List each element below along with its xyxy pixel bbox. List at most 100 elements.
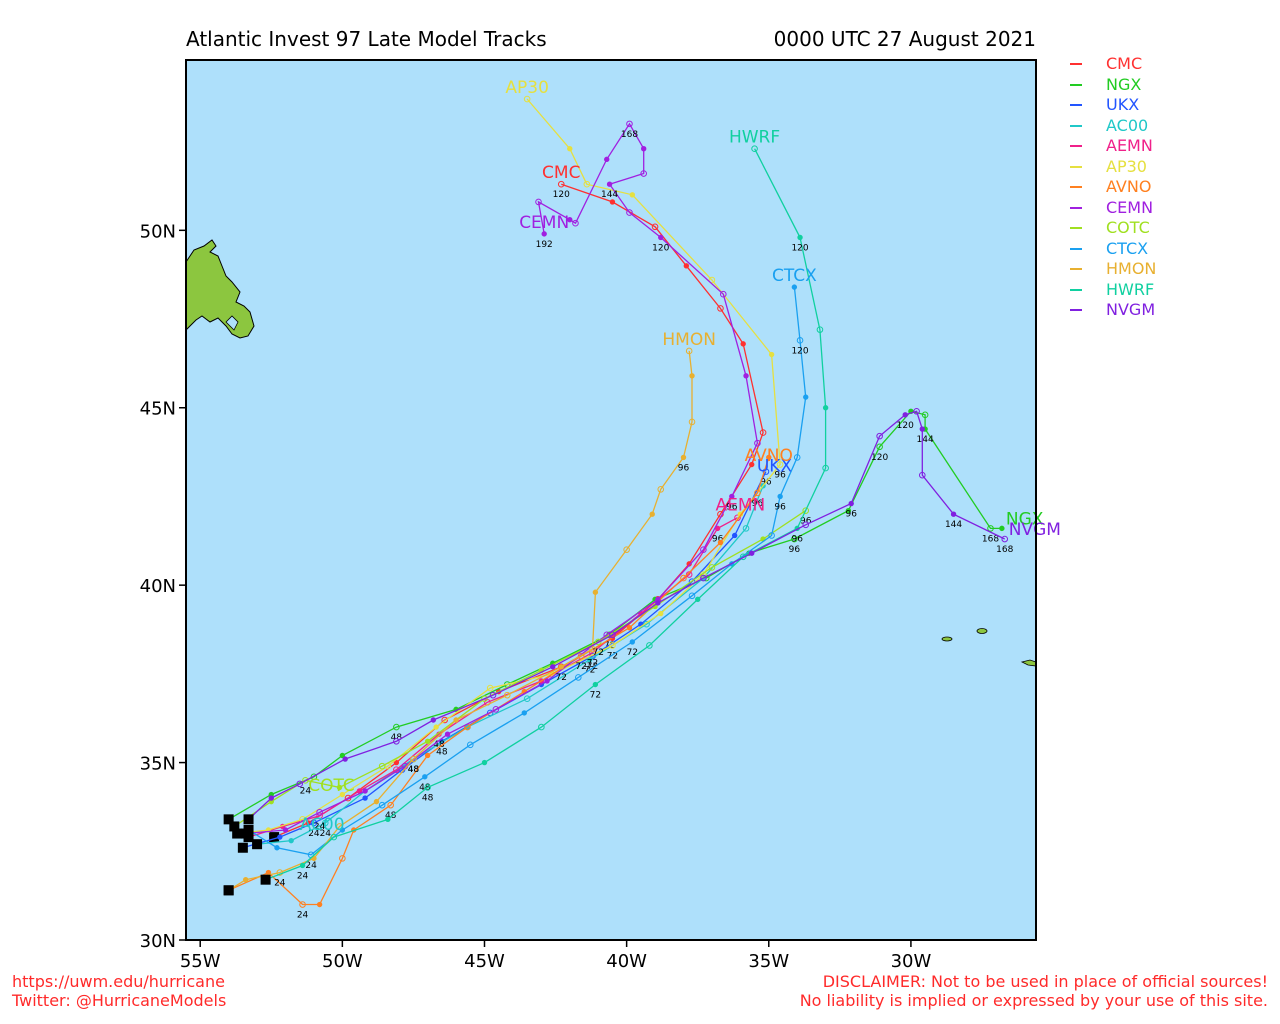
initial-position-marker — [269, 832, 280, 843]
track-point — [822, 464, 829, 472]
track-point — [776, 461, 784, 468]
track-point — [768, 532, 775, 539]
track-point — [987, 525, 994, 532]
track-point — [521, 710, 527, 716]
tracks-layer: 1204872961201441682448729624487224487296… — [223, 95, 1014, 921]
track-point — [802, 521, 810, 529]
legend-item-cmc: CMC — [1070, 54, 1156, 75]
track-point — [717, 539, 724, 546]
track-point — [299, 901, 306, 908]
track-label-hmon: HMON — [662, 330, 716, 350]
legend-swatch — [1070, 145, 1082, 148]
track-point — [626, 209, 633, 216]
track-point — [299, 862, 306, 869]
track-point — [378, 762, 386, 770]
forecast-hour-label: 168 — [621, 130, 638, 140]
track-hmon: 24 48 72 96 — [223, 347, 696, 896]
forecast-hour-label: 96 — [791, 534, 803, 544]
track-point — [680, 574, 687, 582]
track-point — [385, 816, 391, 823]
forecast-hour-label: 96 — [678, 463, 690, 473]
track-point — [759, 429, 767, 436]
track-point — [921, 411, 929, 419]
track-point — [623, 546, 630, 553]
track-point — [646, 642, 653, 649]
forecast-hour-label: 24 — [297, 871, 309, 881]
forecast-hour-label: 48 — [408, 765, 420, 775]
legend-swatch — [1070, 227, 1082, 230]
legend-item-nvgm: NVGM — [1070, 300, 1156, 321]
legend-swatch — [1070, 206, 1082, 209]
legend-label: CEMN — [1106, 197, 1154, 217]
y-tick-label: 35N — [140, 754, 176, 775]
island-graciosa — [976, 628, 988, 634]
track-label-cemn: CEMN — [519, 213, 569, 233]
forecast-hour-label: 72 — [587, 659, 598, 669]
legend-swatch — [1070, 83, 1082, 86]
track-point — [606, 181, 613, 187]
track-point — [362, 795, 368, 801]
track-point — [330, 833, 338, 841]
axes-layer: 55W 50W 45W 40W 35W 30W 30N 35N 40N 45N 50N — [140, 221, 932, 972]
track-label-cotc: COTC — [308, 776, 355, 796]
track-point — [609, 642, 616, 649]
track-point — [586, 656, 593, 663]
track-point — [268, 795, 274, 801]
legend-item-hmon: HMON — [1070, 259, 1156, 280]
x-tick-label: 50W — [322, 951, 363, 972]
legend-item-ap30: AP30 — [1070, 157, 1156, 178]
track-point — [592, 589, 599, 595]
track-point — [918, 471, 926, 479]
track-point — [876, 432, 883, 440]
legend-item-cemn: CEMN — [1070, 198, 1156, 219]
legend-item-ngx: NGX — [1070, 75, 1156, 96]
track-line — [248, 410, 1005, 820]
track-point — [339, 855, 346, 862]
track-point — [649, 511, 655, 517]
track-point — [796, 337, 804, 344]
legend-swatch — [1070, 186, 1082, 189]
track-point — [424, 738, 431, 744]
track-ctcx: 24 48 72 96 120 — [243, 284, 809, 871]
legend-swatch — [1070, 247, 1082, 250]
forecast-hour-label: 72 — [556, 673, 567, 683]
legend-label: AC00 — [1106, 115, 1149, 135]
track-point — [629, 639, 636, 645]
track-point — [658, 234, 664, 241]
track-point — [751, 145, 758, 153]
track-point — [558, 664, 564, 670]
track-point — [768, 351, 775, 358]
initial-position-marker — [232, 828, 243, 839]
footer-disclaimer-line2: No liability is implied or expressed by … — [799, 991, 1268, 1010]
map-frame — [185, 59, 1037, 941]
initial-position-marker — [243, 814, 254, 825]
track-point — [282, 827, 289, 833]
legend-label: NGX — [1106, 74, 1142, 94]
track-hwrf: 24 48 72 96 120 — [260, 145, 829, 885]
x-tick-label: 40W — [606, 951, 647, 972]
track-point — [316, 808, 323, 816]
legend-label: AP30 — [1106, 156, 1147, 176]
track-point — [658, 610, 664, 617]
legend-swatch — [1070, 124, 1082, 127]
track-point — [550, 664, 556, 670]
track-label-avno: AVNO — [745, 446, 793, 466]
track-point — [740, 341, 746, 347]
forecast-hour-label: 96 — [789, 545, 801, 555]
track-point — [481, 695, 488, 703]
forecast-hour-label: 48 — [422, 793, 434, 803]
track-point — [640, 146, 647, 152]
track-point — [492, 706, 500, 713]
track-point — [754, 489, 761, 497]
track-point — [535, 198, 542, 206]
forecast-hour-label: 120 — [652, 243, 669, 253]
legend-item-ukx: UKX — [1070, 95, 1156, 116]
footer-disclaimer-line1: DISCLAIMER: Not to be used in place of o… — [822, 972, 1268, 991]
forecast-hour-label: 120 — [897, 421, 914, 431]
footer-url-link[interactable]: https://uwm.edu/hurricane — [12, 972, 225, 991]
track-point — [797, 234, 803, 241]
forecast-hour-label: 96 — [845, 510, 857, 520]
track-point — [575, 674, 582, 681]
